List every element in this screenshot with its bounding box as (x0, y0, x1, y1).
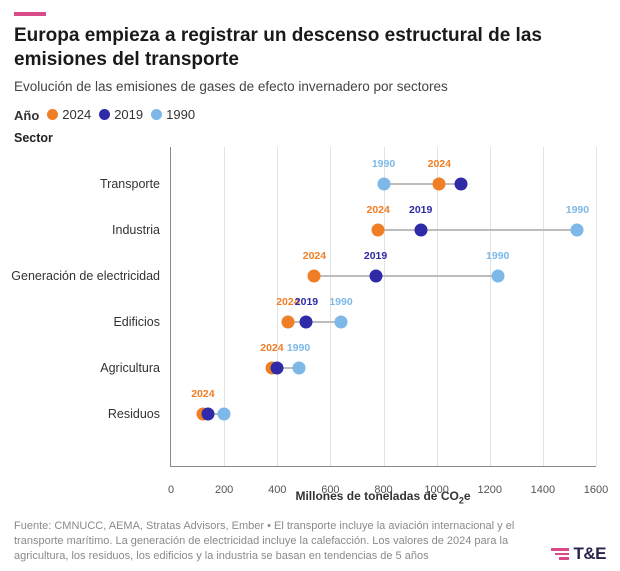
data-row: 2024 2019 1990 (171, 253, 596, 299)
data-point (369, 270, 382, 283)
legend-year-label: Año (14, 108, 39, 123)
x-tick-label: 800 (374, 484, 392, 496)
data-point (414, 224, 427, 237)
data-point (377, 178, 390, 191)
data-point (218, 408, 231, 421)
data-point-label: 1990 (329, 296, 352, 308)
x-tick-label: 0 (168, 484, 174, 496)
chart: TransporteIndustriaGeneración de electri… (0, 147, 606, 467)
legend-item-label: 2019 (114, 107, 143, 122)
x-tick-label: 1000 (424, 484, 448, 496)
y-axis-labels: TransporteIndustriaGeneración de electri… (0, 147, 170, 467)
data-point-label: 2019 (295, 296, 318, 308)
legend-item: 2019 (99, 107, 143, 122)
data-row: 2024 2019 1990 (171, 207, 596, 253)
data-point-label: 2019 (364, 250, 387, 262)
data-row: 2024 (171, 391, 596, 437)
legend-dot-icon (151, 109, 162, 120)
x-tick-label: 1200 (478, 484, 502, 496)
chart-subtitle: Evolución de las emisiones de gases de e… (14, 78, 606, 96)
legend-dot-icon (99, 109, 110, 120)
category-label: Residuos (0, 391, 170, 437)
data-point-label: 2024 (303, 250, 326, 262)
category-label: Generación de electricidad (0, 253, 170, 299)
data-point (271, 362, 284, 375)
data-point (571, 224, 584, 237)
logo: T&E (551, 544, 607, 564)
data-point (491, 270, 504, 283)
data-point-label: 2024 (191, 388, 214, 400)
data-point-label: 1990 (566, 204, 589, 216)
category-label: Transporte (0, 161, 170, 207)
legend-item: 1990 (151, 107, 195, 122)
logo-lines-icon (551, 548, 569, 560)
legend-item: 2024 (47, 107, 91, 122)
data-point-label: 2024 (260, 342, 283, 354)
data-point-label: 1990 (287, 342, 310, 354)
category-label: Industria (0, 207, 170, 253)
data-row: 202420191990 (171, 299, 596, 345)
x-tick-label: 200 (215, 484, 233, 496)
data-point (335, 316, 348, 329)
connector-line (378, 229, 577, 231)
data-point (308, 270, 321, 283)
data-point-label: 1990 (372, 158, 395, 170)
data-point (281, 316, 294, 329)
footnote: Fuente: CMNUCC, AEMA, Stratas Advisors, … (14, 519, 539, 564)
chart-title: Europa empieza a registrar un descenso e… (14, 24, 606, 72)
data-point (433, 178, 446, 191)
data-point-label: 2019 (409, 204, 432, 216)
data-point (372, 224, 385, 237)
logo-text: T&E (574, 544, 607, 564)
connector-line (288, 321, 341, 323)
category-label: Agricultura (0, 345, 170, 391)
legend-dot-icon (47, 109, 58, 120)
accent-bar (14, 12, 46, 16)
section-label: Sector (14, 131, 606, 145)
data-point (292, 362, 305, 375)
gridline (596, 147, 597, 466)
plot-area: 02004006008001000120014001600 1990202420… (170, 147, 596, 467)
x-tick-label: 600 (321, 484, 339, 496)
legend-item-label: 1990 (166, 107, 195, 122)
data-point (300, 316, 313, 329)
category-label: Edificios (0, 299, 170, 345)
legend: Año 2024 2019 1990 (14, 107, 606, 123)
x-tick-label: 400 (268, 484, 286, 496)
data-point-label: 2024 (428, 158, 451, 170)
data-point-label: 2024 (367, 204, 390, 216)
connector-line (384, 183, 461, 185)
x-tick-label: 1400 (531, 484, 555, 496)
data-point (202, 408, 215, 421)
x-tick-label: 1600 (584, 484, 608, 496)
data-row: 2024 1990 (171, 345, 596, 391)
data-point (454, 178, 467, 191)
legend-item-label: 2024 (62, 107, 91, 122)
data-point-label: 1990 (486, 250, 509, 262)
connector-line (314, 275, 497, 277)
data-row: 1990 2024 (171, 161, 596, 207)
